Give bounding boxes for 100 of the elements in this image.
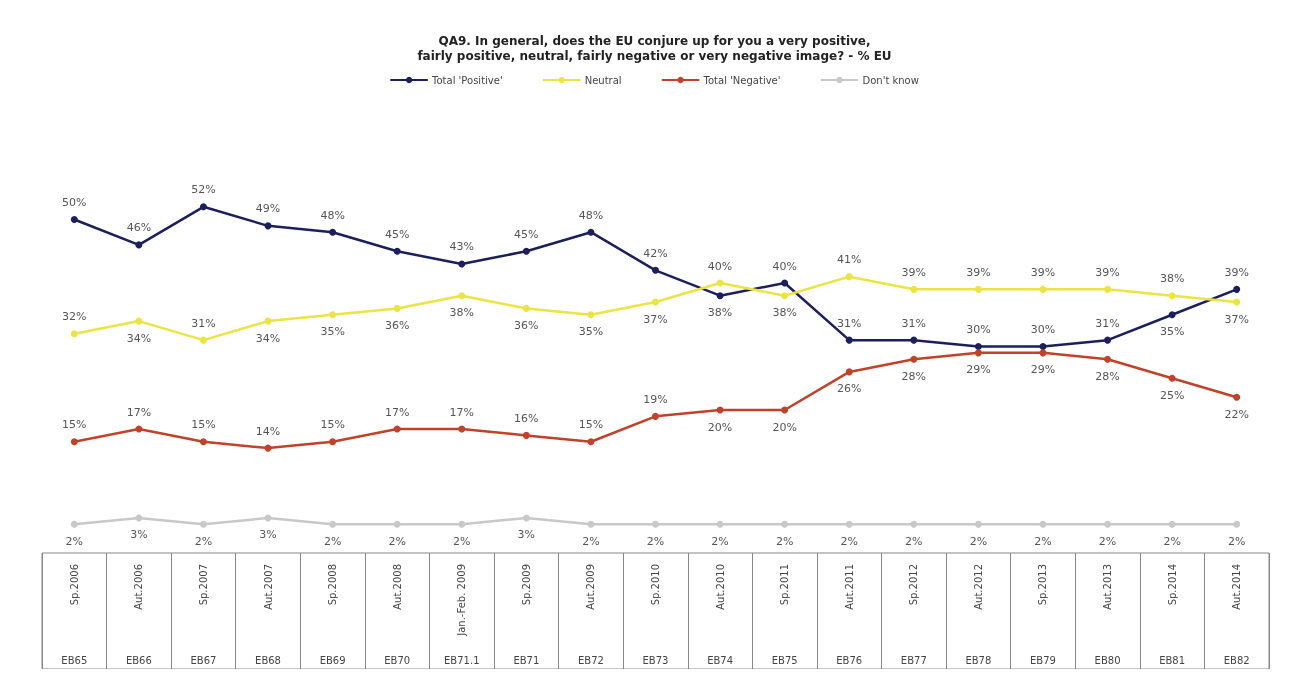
point bbox=[1233, 520, 1241, 528]
data-label: 19% bbox=[643, 392, 668, 406]
data-label: 49% bbox=[255, 202, 281, 216]
point bbox=[781, 520, 789, 528]
point bbox=[458, 260, 466, 268]
category-label: Sp.2010 EB73 bbox=[642, 564, 669, 666]
point bbox=[70, 330, 78, 338]
point bbox=[652, 520, 659, 528]
data-label: 26% bbox=[837, 382, 862, 396]
data-label: 30% bbox=[966, 323, 991, 336]
category-label: Aut.2011 EB76 bbox=[836, 564, 863, 666]
category-label: Sp.2014 EB81 bbox=[1159, 564, 1186, 666]
point bbox=[458, 425, 466, 433]
point bbox=[587, 228, 595, 236]
data-label: 34% bbox=[126, 331, 152, 345]
data-label: 41% bbox=[837, 253, 862, 267]
data-label: 37% bbox=[643, 312, 668, 326]
point bbox=[845, 336, 853, 344]
category-label: Sp.2006 EB65 bbox=[61, 564, 88, 666]
category-label: Aut.2009 EB72 bbox=[577, 564, 604, 666]
point bbox=[652, 298, 659, 306]
point bbox=[1233, 285, 1241, 293]
point bbox=[652, 412, 659, 420]
point bbox=[393, 247, 401, 255]
data-label: 2% bbox=[1098, 534, 1117, 548]
point bbox=[458, 292, 466, 300]
category-label: Aut.2010 EB74 bbox=[707, 564, 734, 666]
data-label: 2% bbox=[840, 534, 858, 548]
point bbox=[910, 355, 918, 363]
data-label: 2% bbox=[323, 534, 342, 548]
data-label: 39% bbox=[901, 265, 927, 279]
point bbox=[329, 228, 337, 236]
data-label: 31% bbox=[1095, 316, 1120, 330]
data-label: 17% bbox=[384, 405, 410, 419]
point bbox=[522, 304, 530, 312]
category-label: Aut.2014 EB82 bbox=[1223, 564, 1250, 666]
point bbox=[135, 317, 143, 325]
data-label: 48% bbox=[578, 208, 604, 222]
data-label: 39% bbox=[1224, 265, 1249, 279]
point bbox=[199, 520, 207, 528]
data-label: 2% bbox=[646, 534, 665, 548]
point bbox=[1104, 336, 1112, 344]
point bbox=[716, 520, 724, 528]
data-label: 42% bbox=[643, 246, 668, 260]
data-label: 39% bbox=[1095, 265, 1120, 279]
data-label: 15% bbox=[578, 418, 604, 432]
point bbox=[1168, 311, 1176, 319]
category-label: Aut.2008 EB70 bbox=[384, 564, 411, 666]
data-label: 36% bbox=[514, 318, 539, 332]
data-label: 45% bbox=[384, 227, 410, 241]
data-label: 17% bbox=[449, 405, 474, 419]
point bbox=[70, 216, 78, 223]
category-label: Sp.2011 EB75 bbox=[771, 564, 798, 666]
data-label: 35% bbox=[1159, 325, 1185, 339]
point bbox=[522, 514, 530, 522]
data-label: 2% bbox=[194, 534, 213, 548]
point bbox=[587, 520, 595, 528]
point bbox=[652, 266, 659, 274]
point bbox=[199, 438, 207, 446]
data-label: 16% bbox=[514, 411, 539, 425]
category-label: Aut.2013 EB80 bbox=[1094, 564, 1121, 666]
data-label: 34% bbox=[255, 331, 281, 345]
data-label: 38% bbox=[1159, 272, 1185, 286]
category-label: Aut.2012 EB78 bbox=[965, 564, 992, 666]
point bbox=[70, 438, 78, 446]
data-label: 50% bbox=[62, 196, 87, 209]
data-label: 2% bbox=[905, 534, 923, 548]
data-label: 17% bbox=[126, 405, 152, 419]
point bbox=[587, 311, 595, 319]
data-label: 40% bbox=[772, 259, 797, 273]
data-label: 40% bbox=[707, 259, 733, 273]
data-label: 29% bbox=[966, 363, 991, 377]
point bbox=[1168, 292, 1176, 300]
point bbox=[458, 520, 466, 528]
data-label: 2% bbox=[65, 534, 84, 548]
point bbox=[1104, 285, 1112, 293]
point bbox=[716, 292, 724, 300]
category-label: Sp.2012 EB77 bbox=[900, 564, 927, 666]
legend-label: Total 'Negative' bbox=[702, 74, 781, 86]
point bbox=[781, 406, 789, 414]
point bbox=[845, 273, 853, 281]
data-label: 2% bbox=[969, 534, 988, 548]
point bbox=[1168, 374, 1176, 382]
point bbox=[135, 425, 143, 433]
data-label: 32% bbox=[62, 310, 87, 324]
data-label: 39% bbox=[966, 265, 991, 279]
data-label: 2% bbox=[582, 534, 600, 548]
data-label: 38% bbox=[449, 306, 474, 320]
data-label: 35% bbox=[578, 325, 604, 339]
point bbox=[910, 336, 918, 344]
point bbox=[1233, 298, 1241, 306]
point bbox=[781, 292, 789, 300]
data-label: 2% bbox=[1163, 534, 1181, 548]
point bbox=[70, 520, 78, 528]
point bbox=[522, 431, 530, 439]
data-label: 2% bbox=[1034, 534, 1052, 548]
data-label: 2% bbox=[1227, 534, 1246, 548]
data-label: 43% bbox=[449, 240, 474, 254]
category-label: Aut.2006 EB66 bbox=[125, 564, 152, 666]
data-label: 25% bbox=[1159, 388, 1185, 402]
